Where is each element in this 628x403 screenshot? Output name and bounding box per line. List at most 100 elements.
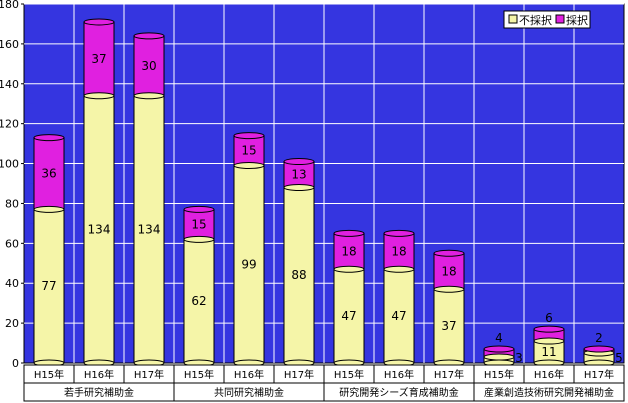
- bar-value-label: 37: [441, 319, 456, 333]
- x-category-label: H15年: [184, 368, 214, 381]
- legend-swatch: [555, 14, 565, 24]
- bar-stack: 34: [483, 331, 523, 367]
- x-group-label: 産業創造技術研究開発補助金: [484, 386, 614, 399]
- bars: 7736134371343062159915881347184718371834…: [33, 18, 623, 367]
- bar-joint: [183, 235, 215, 243]
- bar-value-label: 18: [341, 244, 356, 258]
- bar-value-label: 88: [291, 268, 306, 282]
- bar-joint: [33, 205, 65, 213]
- x-category-label: H16年: [84, 368, 114, 381]
- bar-stack: 88 13: [283, 158, 315, 367]
- x-group-label: 研究開発シーズ育成補助金: [339, 386, 459, 399]
- bar-top: [83, 18, 115, 26]
- bar-top: [483, 345, 515, 353]
- bar-segment-rejected: [83, 95, 115, 364]
- bar-segment-accepted: [383, 232, 415, 270]
- bar-top: [583, 345, 615, 353]
- bar-top: [233, 132, 265, 140]
- bar-segment-rejected: [433, 288, 465, 364]
- bar-value-label: 3: [515, 351, 523, 365]
- bar-stack: 47 18: [333, 229, 365, 367]
- bar-stack: 37 18: [433, 249, 465, 367]
- x-group-label: 共同研究補助金: [214, 386, 284, 399]
- bar-value-label: 15: [241, 144, 256, 158]
- bar-value-label: 77: [41, 279, 56, 293]
- x-category-label: H15年: [484, 368, 514, 381]
- bar-top: [133, 32, 165, 40]
- bar-stack: 134 37: [83, 18, 115, 367]
- y-tick-label: 40: [5, 277, 19, 290]
- bar-top: [533, 325, 565, 333]
- bar-joint: [533, 337, 565, 345]
- bar-stack: 134 30: [133, 32, 165, 367]
- bar-segment-accepted: [83, 21, 115, 97]
- bar-joint: [483, 353, 515, 361]
- bar-stack: 52: [583, 331, 623, 367]
- bar-joint: [83, 92, 115, 100]
- bar-joint: [333, 265, 365, 273]
- y-tick-label: 0: [12, 357, 19, 370]
- bar-joint: [283, 183, 315, 191]
- bar-value-label: 47: [391, 309, 406, 323]
- bar-top: [383, 229, 415, 237]
- bar-value-label: 37: [91, 52, 106, 66]
- bar-top: [33, 134, 65, 142]
- bar-top: [433, 249, 465, 257]
- bar-value-label: 13: [291, 168, 306, 182]
- bar-value-label: 36: [41, 167, 56, 181]
- bar-joint: [383, 265, 415, 273]
- bar-stack: 77 36: [33, 134, 65, 367]
- legend-box: [503, 10, 591, 29]
- x-category-label: H17年: [434, 368, 464, 381]
- x-category-label: H17年: [584, 368, 614, 381]
- legend: 不採択 採択: [503, 10, 591, 29]
- x-category-label: H17年: [284, 368, 314, 381]
- y-axis-ticks: 0 20 40 60 80 100 120 140 160 180: [0, 0, 24, 370]
- y-tick-label: 140: [0, 78, 19, 91]
- bar-stack: 47 18: [383, 229, 415, 367]
- bar-value-label: 6: [545, 311, 553, 325]
- bar-stack: 62 15: [183, 205, 215, 367]
- legend-entry: 不採択: [519, 13, 552, 27]
- bar-value-label: 4: [495, 331, 503, 345]
- bar-value-label: 134: [88, 222, 111, 236]
- bar-segment-rejected: [33, 208, 65, 364]
- x-category-label: H16年: [234, 368, 264, 381]
- bar-value-label: 11: [541, 345, 556, 359]
- y-tick-label: 100: [0, 158, 19, 171]
- bar-value-label: 18: [391, 244, 406, 258]
- bar-stack: 99 15: [233, 132, 265, 367]
- y-tick-label: 80: [5, 197, 19, 210]
- bar-value-label: 15: [191, 217, 206, 231]
- bar-top: [283, 158, 315, 166]
- bar-value-label: 47: [341, 309, 356, 323]
- bar-segment-accepted: [333, 232, 365, 270]
- y-tick-label: 60: [5, 237, 19, 250]
- y-tick-label: 160: [0, 38, 19, 51]
- grid-lines: [24, 3, 624, 363]
- bar-value-label: 134: [138, 222, 161, 236]
- bar-segment-rejected: [183, 238, 215, 364]
- bar-top: [183, 205, 215, 213]
- x-category-label: H16年: [534, 368, 564, 381]
- bar-value-label: 30: [141, 59, 156, 73]
- legend-entry: 採択: [566, 13, 588, 27]
- bar-value-label: 99: [241, 257, 256, 271]
- bar-joint: [433, 285, 465, 293]
- bar-value-label: 18: [441, 264, 456, 278]
- x-category-label: H17年: [134, 368, 164, 381]
- x-category-label: H15年: [334, 368, 364, 381]
- x-category-label: H15年: [34, 368, 64, 381]
- bar-value-label: 62: [191, 294, 206, 308]
- bar-joint: [233, 162, 265, 170]
- bar-value-label: 5: [615, 351, 623, 365]
- bar-top: [333, 229, 365, 237]
- x-group-label: 若手研究補助金: [64, 386, 134, 399]
- x-category-label: H16年: [384, 368, 414, 381]
- y-tick-label: 20: [5, 317, 19, 330]
- bar-segment-rejected: [133, 95, 165, 364]
- bar-value-label: 2: [595, 331, 603, 345]
- y-tick-label: 120: [0, 118, 19, 131]
